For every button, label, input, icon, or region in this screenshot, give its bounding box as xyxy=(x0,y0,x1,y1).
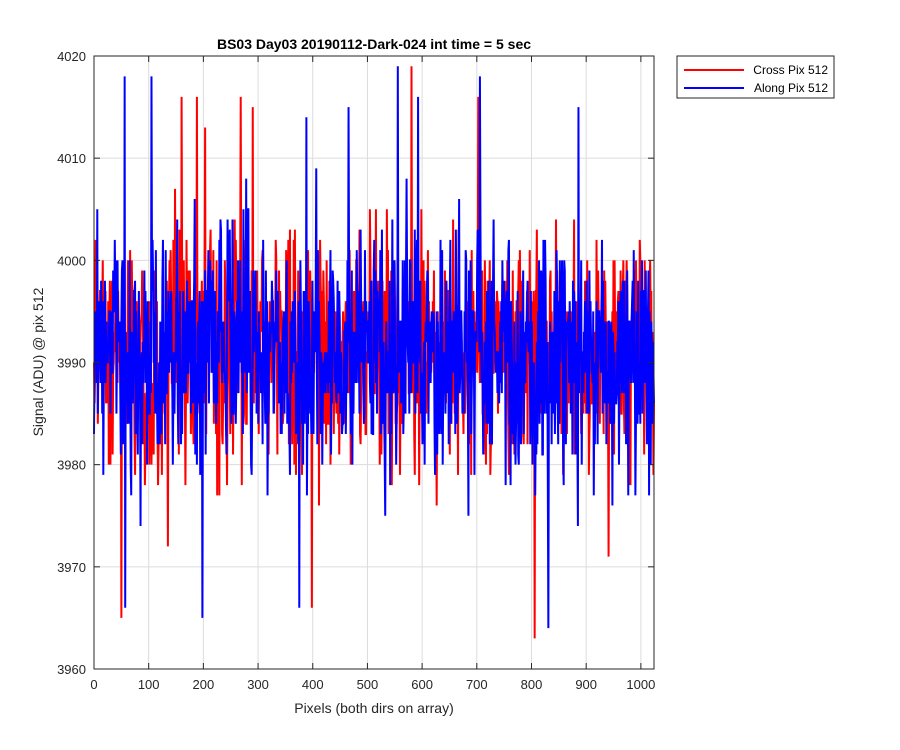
series-line-along-pix xyxy=(93,66,655,629)
legend-label-cross: Cross Pix 512 xyxy=(753,63,828,77)
x-tick-label: 900 xyxy=(575,677,597,692)
x-tick-label: 800 xyxy=(521,677,543,692)
x-tick-label: 400 xyxy=(302,677,324,692)
x-tick-label: 200 xyxy=(193,677,215,692)
y-tick-label: 4020 xyxy=(57,49,86,64)
x-tick-label: 0 xyxy=(90,677,97,692)
x-tick-label: 500 xyxy=(357,677,379,692)
legend-box xyxy=(676,55,835,99)
y-tick-label: 3960 xyxy=(57,662,86,677)
series-layer xyxy=(93,66,655,639)
y-tick-label: 3990 xyxy=(57,356,86,371)
y-axis-label: Signal (ADU) @ pix 512 xyxy=(30,287,46,436)
y-tick-label: 4010 xyxy=(57,151,86,166)
x-tick-label: 700 xyxy=(466,677,488,692)
chart-title: BS03 Day03 20190112-Dark-024 int time = … xyxy=(217,36,531,52)
y-tick-label: 3970 xyxy=(57,560,86,575)
axis-ticks: 0 100 200 300 400 500 600 700 800 900 1000 3960 3970… xyxy=(57,49,655,692)
x-tick-label: 1000 xyxy=(626,677,655,692)
x-axis-label: Pixels (both dirs on array) xyxy=(294,700,454,716)
legend: Cross Pix 512 Along Pix 512 xyxy=(676,55,835,99)
legend-label-along: Along Pix 512 xyxy=(754,81,828,95)
y-tick-label: 4000 xyxy=(57,253,86,268)
x-tick-label: 100 xyxy=(138,677,160,692)
x-tick-label: 300 xyxy=(247,677,269,692)
x-tick-label: 600 xyxy=(411,677,433,692)
y-tick-label: 3980 xyxy=(57,458,86,473)
